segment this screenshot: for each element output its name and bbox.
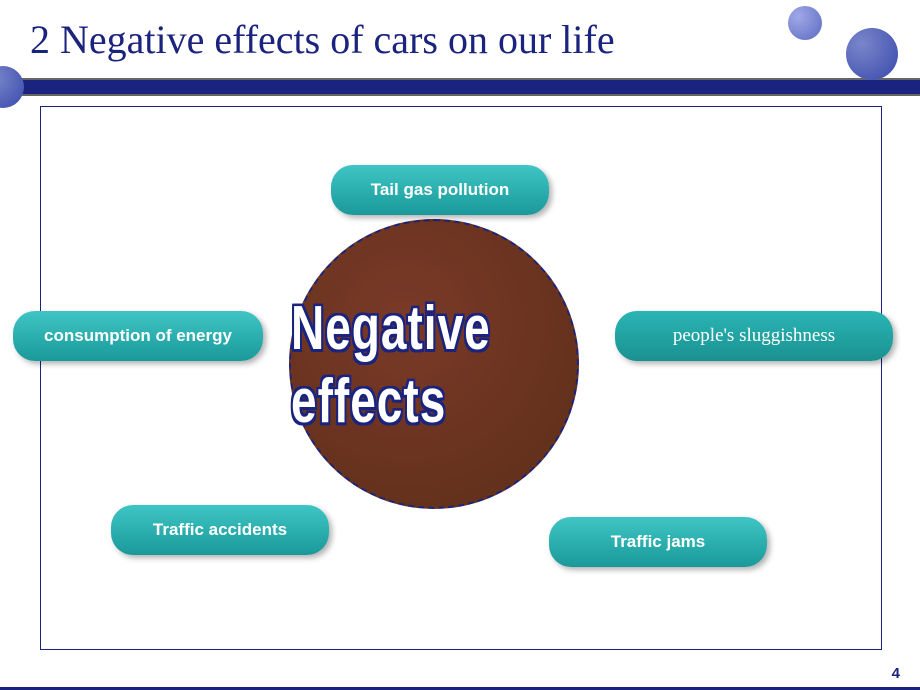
node-2: people's sluggishness <box>615 311 893 361</box>
page-title: 2 Negative effects of cars on our life <box>30 16 615 63</box>
decorative-circle-1 <box>846 28 898 80</box>
decorative-circle-2 <box>0 66 24 108</box>
center-label: Negative effects <box>291 291 577 437</box>
node-3: Traffic accidents <box>111 505 329 555</box>
node-0: Tail gas pollution <box>331 165 549 215</box>
center-circle: Negative effects <box>289 219 579 509</box>
node-1: consumption of energy <box>13 311 263 361</box>
title-bar <box>0 78 920 96</box>
decorative-circle-0 <box>788 6 822 40</box>
page-number: 4 <box>892 665 900 682</box>
diagram-frame: Negative effects Tail gas pollutionconsu… <box>40 106 882 650</box>
node-4: Traffic jams <box>549 517 767 567</box>
